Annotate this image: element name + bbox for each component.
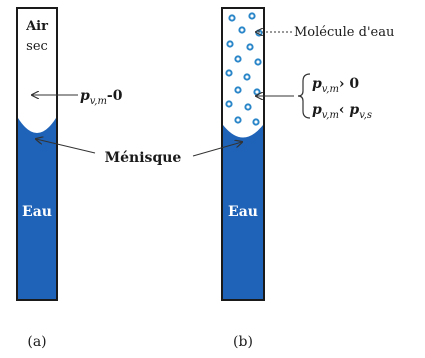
water-molecule — [254, 58, 262, 66]
tube-a-outline — [16, 7, 58, 301]
tube-a-air-label: Air — [25, 19, 48, 34]
meniscus-b — [223, 125, 263, 138]
water-molecule — [248, 12, 256, 20]
pressure-label-a: pv,m-0 — [80, 88, 123, 107]
water-molecule — [246, 43, 254, 51]
tube-a-sec-label: sec — [26, 39, 48, 54]
tube-a-water-label: Eau — [22, 204, 52, 220]
tube-a-water — [17, 118, 57, 300]
water-molecule — [252, 118, 260, 126]
caption-a: (a) — [27, 334, 46, 350]
water-molecule — [225, 100, 233, 108]
meniscus-a-air — [18, 118, 56, 133]
tube-a: Air sec Eau — [16, 7, 58, 301]
meniscus-label: Ménisque — [105, 150, 182, 166]
water-molecule — [244, 103, 252, 111]
condition-2: pv,m‹ pv,s — [312, 102, 372, 121]
tube-b-outline — [221, 7, 265, 301]
water-molecule — [234, 55, 242, 63]
water-molecule — [234, 116, 242, 124]
arrow-meniscus-b — [192, 142, 242, 157]
molecule-label: Molécule d'eau — [294, 25, 394, 40]
water-molecule — [228, 14, 236, 22]
condition-brace — [297, 73, 311, 119]
tube-b-water — [222, 125, 264, 300]
tube-b: Eau — [221, 7, 265, 301]
tube-b-water-label: Eau — [228, 204, 258, 220]
caption-b: (b) — [233, 334, 253, 350]
water-molecule — [255, 29, 263, 37]
water-molecule — [243, 73, 251, 81]
water-molecules — [225, 12, 263, 126]
water-molecule — [226, 40, 234, 48]
condition-1: pv,m› 0 — [312, 76, 359, 95]
water-molecule — [238, 26, 246, 34]
water-molecule — [234, 86, 242, 94]
water-molecule — [225, 69, 233, 77]
water-molecule — [253, 88, 261, 96]
arrow-meniscus-a — [36, 139, 96, 154]
